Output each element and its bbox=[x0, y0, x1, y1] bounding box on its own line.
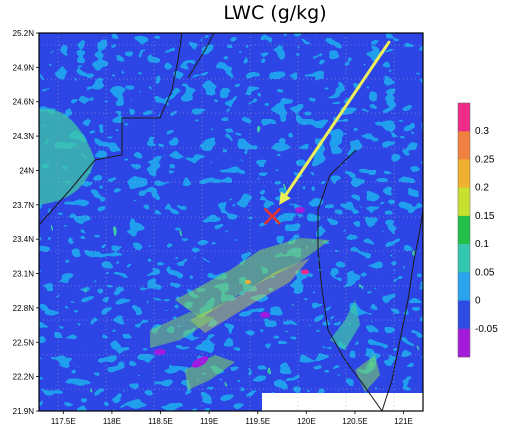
lon-tick-label: 118.5E bbox=[148, 417, 173, 426]
lon-tick-label: 121E bbox=[394, 417, 413, 426]
lat-tick-label: 22.2N bbox=[13, 373, 35, 382]
lon-tick-label: 119E bbox=[200, 417, 218, 426]
field-missing-area bbox=[262, 393, 423, 411]
colorbar-frame bbox=[457, 102, 471, 358]
colorbar-label: 0.2 bbox=[475, 183, 489, 194]
longitude-axis: 117.5E 118E 118.5E 119E 119.5E 120E 120.5E 121E bbox=[51, 411, 413, 426]
colorbar-label: 0.3 bbox=[475, 126, 489, 137]
lon-tick-label: 119.5E bbox=[245, 417, 270, 426]
colorbar-segment bbox=[458, 328, 470, 358]
lat-tick-label: 24.9N bbox=[13, 63, 35, 72]
lat-tick-label: 23.7N bbox=[13, 201, 35, 210]
colorbar-label: 0.05 bbox=[475, 267, 495, 278]
colorbar: 0.3 0.25 0.2 0.15 0.1 0.05 0 -0.05 bbox=[457, 102, 498, 358]
colorbar-segment bbox=[458, 300, 470, 330]
field-convective-band bbox=[125, 200, 380, 411]
lat-tick-label: 25.2N bbox=[13, 29, 35, 38]
colorbar-segment bbox=[458, 159, 470, 188]
lat-tick-label: 24N bbox=[19, 166, 34, 175]
colorbar-label: -0.05 bbox=[475, 324, 498, 335]
colorbar-label: 0.25 bbox=[475, 154, 495, 165]
lon-tick-label: 120.5E bbox=[342, 417, 367, 426]
cross-marker-icon bbox=[264, 208, 281, 225]
arrow bbox=[279, 40, 391, 205]
colorbar-segment bbox=[458, 103, 470, 132]
lat-tick-label: 21.9N bbox=[13, 407, 35, 416]
lat-tick-label: 23.4N bbox=[13, 235, 35, 244]
map-frame bbox=[38, 32, 424, 412]
colorbar-segment bbox=[458, 131, 470, 160]
lat-tick-label: 24.3N bbox=[13, 132, 35, 141]
graticule bbox=[39, 33, 423, 411]
lon-tick-label: 117.5E bbox=[51, 417, 76, 426]
lon-tick-label: 120E bbox=[297, 417, 316, 426]
colorbar-segment bbox=[458, 187, 470, 217]
lat-tick-label: 22.8N bbox=[13, 304, 35, 313]
lon-tick-label: 118E bbox=[103, 417, 121, 426]
colorbar-segment bbox=[458, 272, 470, 301]
colorbar-label: 0 bbox=[475, 296, 481, 307]
lat-tick-label: 24.6N bbox=[13, 98, 35, 107]
plot-title: LWC (g/kg) bbox=[223, 2, 327, 24]
colorbar-segment bbox=[458, 215, 470, 245]
colorbar-label: 0.1 bbox=[475, 239, 489, 250]
field-coastal-zone bbox=[39, 109, 95, 205]
map-field bbox=[39, 33, 423, 411]
coastlines bbox=[39, 33, 423, 411]
latitude-axis: 25.2N 24.9N 24.6N 24.3N 24N 23.7N 23.4N 23.1N 22… bbox=[13, 29, 39, 416]
lat-tick-label: 23.1N bbox=[13, 270, 35, 279]
colorbar-segment bbox=[458, 244, 470, 273]
lat-tick-label: 22.5N bbox=[13, 338, 35, 347]
colorbar-label: 0.15 bbox=[475, 211, 495, 222]
